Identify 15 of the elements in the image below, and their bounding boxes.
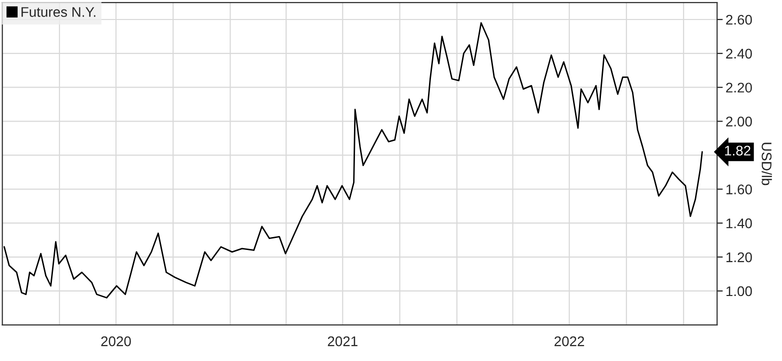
y-tick-label: 1.60 (726, 184, 752, 194)
y-tick-label: 1.40 (726, 218, 752, 228)
x-tick-label: 2021 (328, 336, 358, 346)
y-tick-label: 2.60 (726, 14, 752, 25)
y-tick-label: 1.20 (726, 252, 752, 262)
x-tick-label: 2022 (554, 336, 584, 346)
y-axis-title: USD/lb (762, 142, 772, 186)
text: 1.82 (725, 146, 750, 156)
y-tick-label: 2.40 (726, 48, 752, 59)
line-series (4, 22, 703, 298)
y-tick-label: 2.20 (726, 82, 752, 93)
y-tick-label: 1.00 (726, 286, 752, 296)
legend-label: Futures N.Y. (22, 7, 96, 17)
x-tick-label: 2020 (101, 336, 131, 346)
y-tick-label: 2.00 (726, 116, 752, 126)
